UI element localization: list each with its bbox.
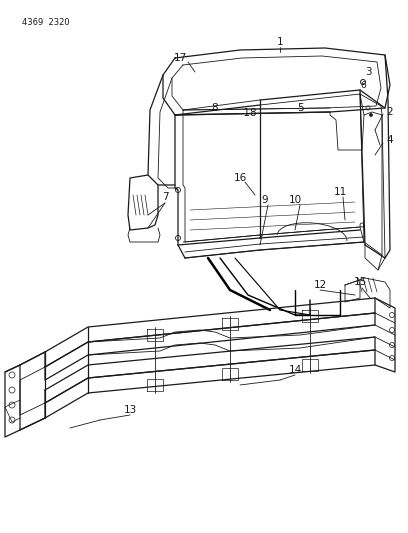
Text: 1: 1 [277,37,283,47]
Text: 7: 7 [162,192,169,202]
Text: —18: —18 [233,108,257,118]
Text: 14: 14 [288,365,302,375]
Text: 17: 17 [173,53,186,63]
Text: 10: 10 [288,195,302,205]
Text: 16: 16 [233,173,246,183]
Text: 9: 9 [262,195,268,205]
Text: 8: 8 [212,103,218,113]
Text: 15: 15 [353,277,367,287]
Text: 12: 12 [313,280,327,290]
Text: 4369  2320: 4369 2320 [22,18,70,27]
Text: 5: 5 [297,103,303,113]
Text: 2: 2 [387,107,393,117]
Text: 6: 6 [360,80,366,90]
Text: 3: 3 [365,67,371,77]
Circle shape [370,114,373,117]
Text: 11: 11 [333,187,347,197]
Text: 4: 4 [387,135,393,145]
Text: 13: 13 [123,405,137,415]
